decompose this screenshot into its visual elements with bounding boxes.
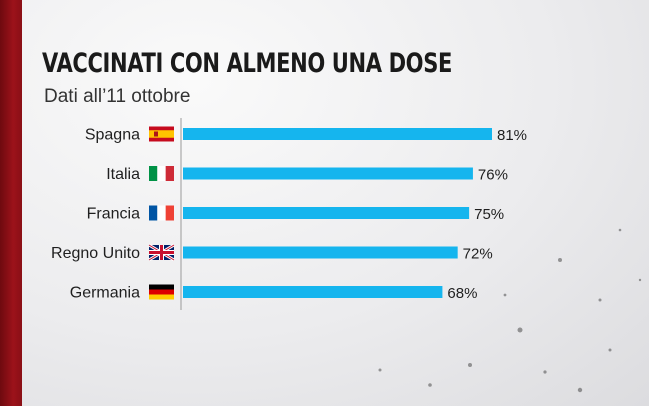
bar [183, 167, 473, 180]
speckle [558, 258, 562, 262]
speckle [598, 298, 602, 302]
bar-row: Spagna 81% [85, 126, 527, 144]
value-label: 76% [478, 167, 508, 184]
speckle [543, 370, 547, 374]
category-label: Italia [106, 166, 140, 183]
bar-row: Italia 76% [106, 166, 508, 184]
value-label: 81% [497, 127, 527, 144]
category-label: Spagna [85, 127, 140, 144]
category-label: Germania [70, 285, 140, 302]
speckle [378, 368, 382, 372]
speckle [608, 348, 612, 352]
uk-flag-icon [148, 243, 175, 262]
speckle [468, 363, 472, 367]
speckle [618, 228, 622, 232]
value-label: 75% [474, 206, 504, 223]
bar-row: Regno Unito 72% [51, 243, 493, 263]
speckle [428, 383, 432, 387]
france-flag-icon [149, 205, 174, 221]
side-stripe [0, 0, 22, 406]
bar-row: Germania 68% [70, 284, 477, 302]
italy-flag-icon [149, 166, 174, 181]
category-label: Francia [87, 206, 140, 223]
bar [183, 128, 492, 140]
chart-title: VACCINATI CON ALMENO UNA DOSE [42, 48, 452, 79]
value-label: 72% [463, 246, 493, 263]
chart-subtitle: Dati all’11 ottobre [44, 86, 191, 107]
bar [183, 246, 458, 259]
value-label: 68% [447, 285, 477, 302]
background-speckles [378, 228, 642, 393]
bar [183, 207, 470, 219]
germany-flag-icon [149, 284, 174, 300]
bar [183, 286, 443, 298]
bar-row: Francia 75% [87, 205, 504, 223]
speckle [517, 327, 523, 333]
category-label: Regno Unito [51, 245, 140, 262]
speckle [503, 293, 507, 297]
speckle [577, 387, 583, 393]
spain-flag-icon [149, 126, 174, 142]
speckle [638, 278, 642, 282]
